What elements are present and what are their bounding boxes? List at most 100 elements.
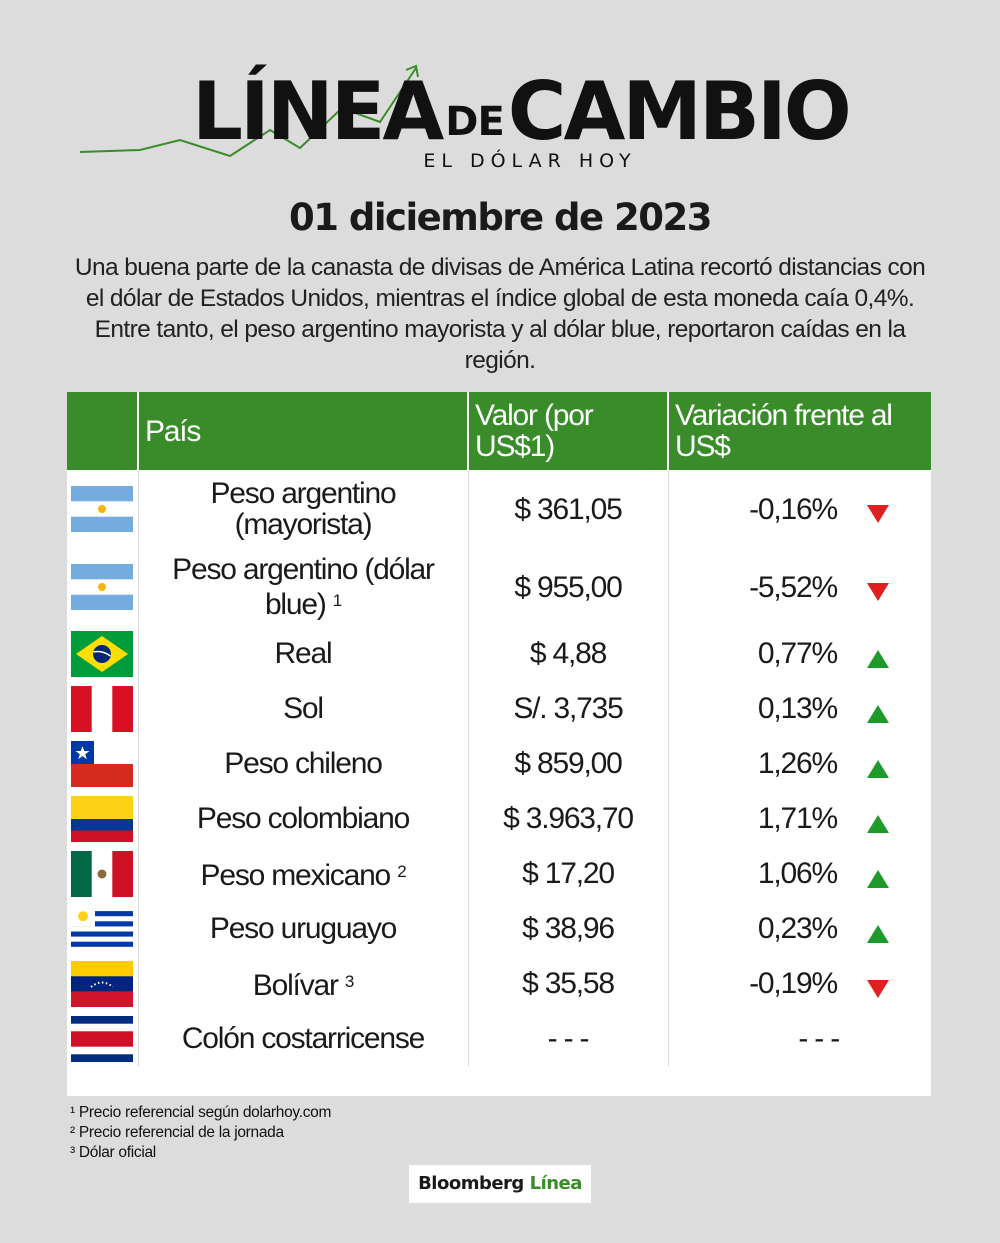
country-cell: Peso argentino (dólar blue) 1 xyxy=(138,548,469,626)
trend-arrow-icon xyxy=(80,64,419,158)
country-cell: Peso uruguayo xyxy=(138,901,469,956)
country-cell: Real xyxy=(138,626,469,681)
country-cell: Peso argentino (mayorista) xyxy=(138,470,469,548)
logo-title: LÍNEA DECAMBIO xyxy=(192,72,852,162)
value-cell: - - - xyxy=(468,1011,669,1066)
footnote-1: ¹ Precio referencial según dolarhoy.com xyxy=(70,1104,332,1121)
triangle-up-icon xyxy=(867,924,889,943)
colombia-flag-icon xyxy=(71,795,134,842)
country-cell: Bolívar 3 xyxy=(138,956,469,1011)
footnotes: ¹ Precio referencial según dolarhoy.com … xyxy=(70,1103,331,1163)
table-row: Peso argentino (dólar blue) 1 $ 955,00 -5,… xyxy=(67,548,931,626)
costa-rica-flag-icon xyxy=(71,1015,134,1062)
header-variation: Variación frente al US$ xyxy=(668,392,931,470)
logo-de: DE xyxy=(445,99,505,145)
header-country: País xyxy=(138,392,469,470)
triangle-up-icon xyxy=(867,814,889,833)
footnote-marker: 2 xyxy=(397,862,407,881)
flag-cell xyxy=(67,901,139,956)
flag-cell xyxy=(67,548,139,626)
table-row: Sol S/. 3,735 0,13% xyxy=(67,681,931,736)
footnote-3: ³ Dólar oficial xyxy=(70,1144,156,1161)
triangle-up-icon xyxy=(867,704,889,723)
flag-cell xyxy=(67,956,139,1011)
triangle-up-icon xyxy=(867,649,889,668)
brand-suffix: Línea xyxy=(529,1173,583,1194)
triangle-down-icon xyxy=(867,979,889,998)
variation-value: 0,13% xyxy=(757,692,838,725)
table-row: Peso uruguayo $ 38,96 0,23% xyxy=(67,901,931,956)
variation-value: -5,52% xyxy=(749,570,838,604)
value-cell: $ 38,96 xyxy=(468,901,669,956)
flag-cell xyxy=(67,470,139,548)
flag-cell xyxy=(67,791,139,846)
value-cell: $ 4,88 xyxy=(468,626,669,681)
table-row: Real $ 4,88 0,77% xyxy=(67,626,931,681)
variation-cell: -0,16% xyxy=(668,470,931,548)
country-cell: Peso colombiano xyxy=(138,791,469,846)
flag-cell xyxy=(67,736,139,791)
table-row: Peso mexicano 2 $ 17,20 1,06% xyxy=(67,846,931,901)
variation-value: 1,71% xyxy=(757,802,838,835)
country-cell: Sol xyxy=(138,681,469,736)
table-row: Bolívar 3 $ 35,58 -0,19% xyxy=(67,956,931,1011)
country-name: Peso argentino (mayorista) xyxy=(210,477,396,541)
brazil-flag-icon xyxy=(71,630,134,677)
variation-cell: 0,13% xyxy=(668,681,931,736)
table-row: Peso chileno $ 859,00 1,26% xyxy=(67,736,931,791)
peru-flag-icon xyxy=(71,685,134,732)
venezuela-flag-icon xyxy=(71,960,134,1007)
table-row: Colón costarricense - - - - - - xyxy=(67,1011,931,1066)
value-cell: $ 361,05 xyxy=(468,470,669,548)
flag-cell xyxy=(67,1011,139,1066)
argentina-flag-icon xyxy=(71,564,134,610)
intro-paragraph: Una buena parte de la canasta de divisas… xyxy=(74,254,926,374)
triangle-down-icon xyxy=(867,505,889,523)
country-name: Peso colombiano xyxy=(196,802,410,835)
table-row: Peso argentino (mayorista) $ 361,05 -0,16% xyxy=(67,470,931,548)
logo-subtitle: EL DÓLAR HOY xyxy=(423,150,637,172)
triangle-up-icon xyxy=(867,759,889,778)
brand-logo: Bloomberg Línea xyxy=(409,1165,591,1203)
footnote-marker: 1 xyxy=(332,591,343,610)
footnote-marker: 3 xyxy=(344,972,355,991)
brand-name: Bloomberg xyxy=(418,1173,524,1194)
variation-value: -0,19% xyxy=(749,967,838,1000)
value-cell: S/. 3,735 xyxy=(468,681,669,736)
variation-cell: -0,19% xyxy=(668,956,931,1011)
logo-cambio: CAMBIO xyxy=(507,65,852,158)
country-cell: Peso chileno xyxy=(138,736,469,791)
country-cell: Colón costarricense xyxy=(138,1011,469,1066)
country-name: Peso chileno xyxy=(224,747,383,780)
header-flag xyxy=(67,392,139,470)
variation-cell: - - - xyxy=(668,1011,931,1066)
argentina-flag-icon xyxy=(71,486,134,532)
value-cell: $ 35,58 xyxy=(468,956,669,1011)
variation-value: 1,26% xyxy=(757,747,838,780)
uruguay-flag-icon xyxy=(71,905,134,952)
country-name: Sol xyxy=(283,692,324,725)
flag-cell xyxy=(67,681,139,736)
variation-value: -0,16% xyxy=(749,492,838,526)
table-header-row: País Valor (por US$1) Variación frente a… xyxy=(67,392,931,470)
flag-cell xyxy=(67,846,139,901)
mexico-flag-icon xyxy=(71,850,134,897)
country-name: Colón costarricense xyxy=(181,1022,426,1055)
country-name: Peso mexicano xyxy=(200,859,392,892)
country-name: Real xyxy=(274,637,333,670)
variation-value: 0,77% xyxy=(757,637,838,670)
logo: LÍNEA DECAMBIO EL DÓLAR HOY xyxy=(0,60,1000,180)
header-value: Valor (por US$1) xyxy=(468,392,669,470)
variation-cell: 0,23% xyxy=(668,901,931,956)
variation-cell: 0,77% xyxy=(668,626,931,681)
variation-cell: 1,71% xyxy=(668,791,931,846)
value-cell: $ 17,20 xyxy=(468,846,669,901)
logo-main: LÍNEA xyxy=(192,65,444,158)
country-name: Peso uruguayo xyxy=(209,912,397,945)
value-cell: $ 859,00 xyxy=(468,736,669,791)
country-name: Bolívar xyxy=(252,969,339,1002)
variation-cell: 1,26% xyxy=(668,736,931,791)
chile-flag-icon xyxy=(71,740,134,787)
variation-value: - - - xyxy=(798,1022,840,1055)
value-cell: $ 955,00 xyxy=(468,548,669,626)
